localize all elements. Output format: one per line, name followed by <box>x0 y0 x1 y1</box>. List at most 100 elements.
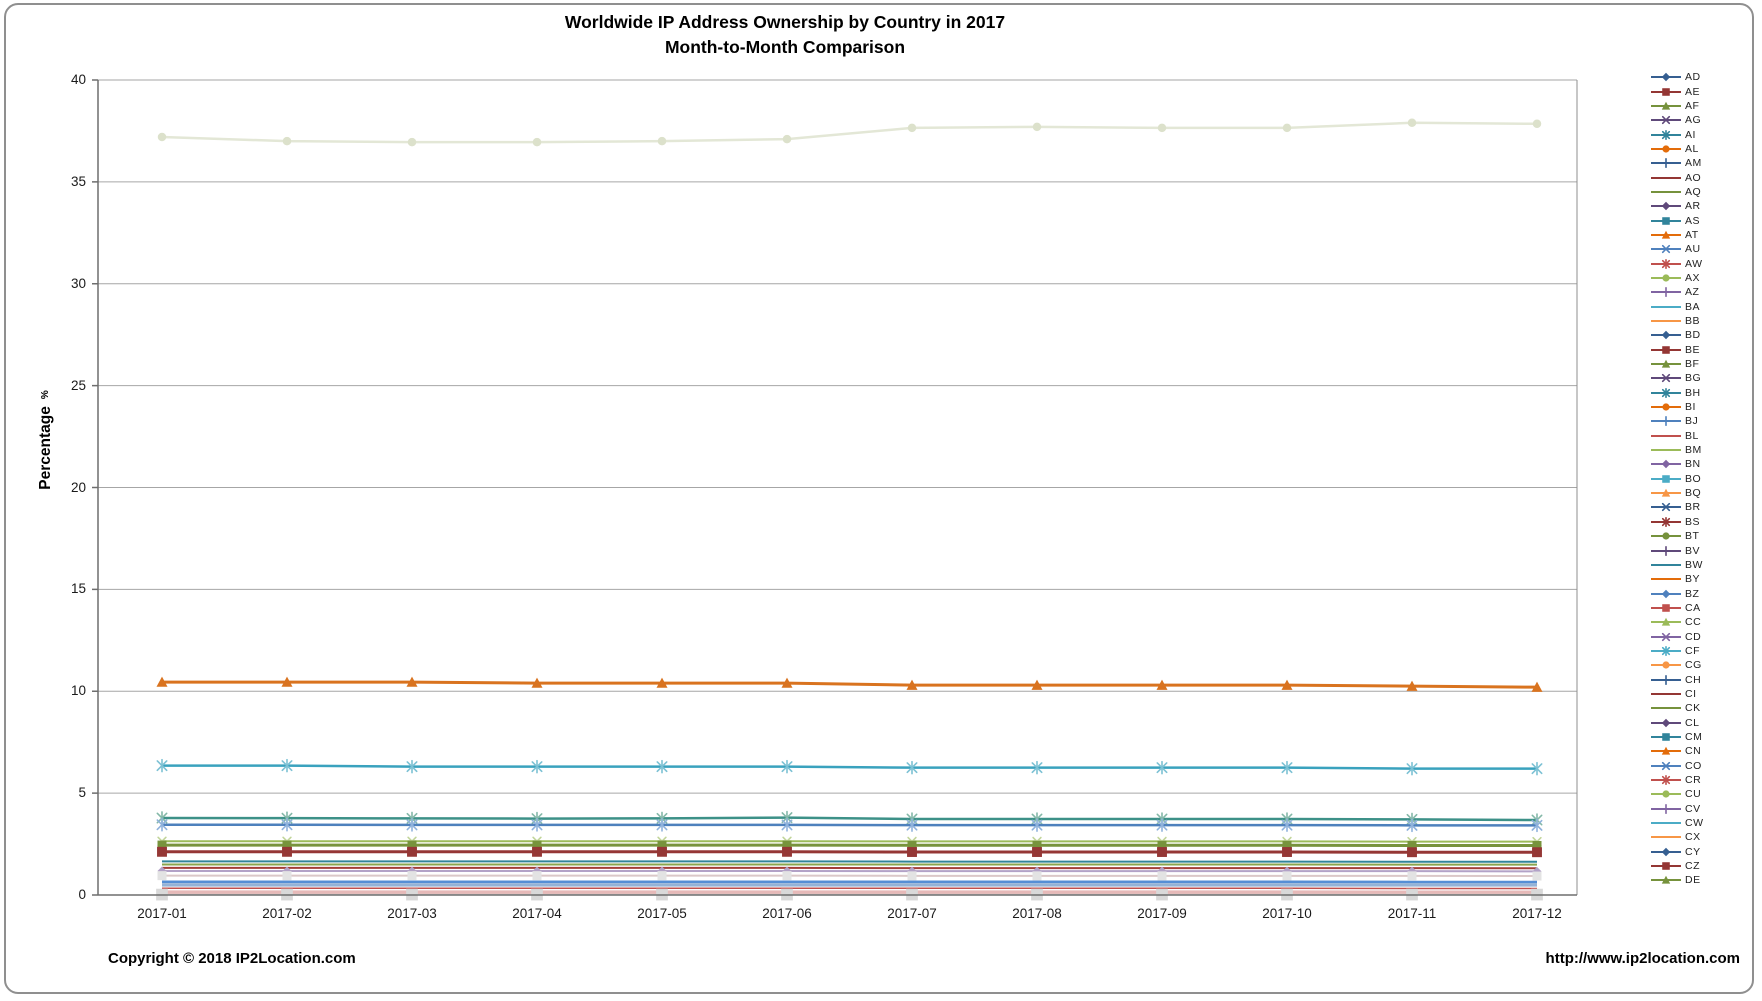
legend-label: CX <box>1685 831 1701 844</box>
legend-item-AW: AW <box>1651 256 1704 270</box>
legend-item-CY: CY <box>1651 845 1704 859</box>
legend-label: AI <box>1685 128 1696 141</box>
legend-marker-icon-none <box>1651 434 1681 437</box>
legend-label: AT <box>1685 228 1699 241</box>
legend-item-AT: AT <box>1651 228 1704 242</box>
legend-item-AZ: AZ <box>1651 285 1704 299</box>
y-tick-25: 25 <box>70 377 86 393</box>
legend-label: BH <box>1685 386 1701 399</box>
legend-label: CI <box>1685 687 1697 700</box>
legend-item-CW: CW <box>1651 816 1704 830</box>
legend-item-BJ: BJ <box>1651 414 1704 428</box>
legend-item-BL: BL <box>1651 429 1704 443</box>
legend-item-CN: CN <box>1651 744 1704 758</box>
legend-item-BD: BD <box>1651 328 1704 342</box>
legend-item-BO: BO <box>1651 472 1704 486</box>
legend-item-BN: BN <box>1651 457 1704 471</box>
legend-item-BM: BM <box>1651 443 1704 457</box>
legend-item-CO: CO <box>1651 759 1704 773</box>
legend-marker-icon-plus <box>1651 545 1681 556</box>
legend-marker-icon-triangle <box>1651 876 1681 884</box>
legend-label: BI <box>1685 401 1696 414</box>
legend-marker-icon-x <box>1651 374 1681 383</box>
legend-label: BQ <box>1685 487 1702 500</box>
legend-marker-icon-none <box>1651 563 1681 566</box>
legend-item-CX: CX <box>1651 830 1704 844</box>
legend-item-AG: AG <box>1651 113 1704 127</box>
series-markers-olive-square-line <box>157 840 1542 850</box>
legend-label: BR <box>1685 501 1701 514</box>
legend-item-CI: CI <box>1651 687 1704 701</box>
legend-item-CF: CF <box>1651 644 1704 658</box>
legend-marker-icon-none <box>1651 707 1681 710</box>
legend-item-BS: BS <box>1651 515 1704 529</box>
legend-marker-icon-plus <box>1651 803 1681 814</box>
legend-marker-icon-asterisk <box>1651 516 1681 527</box>
legend-item-AD: AD <box>1651 70 1704 84</box>
legend-item-BA: BA <box>1651 300 1704 314</box>
series-markers-pale-square-marker-line <box>157 871 1542 881</box>
legend-marker-icon-triangle <box>1651 618 1681 626</box>
legend: AD AE AF AG AI AL AM AO AQ AR AS AT AU AW AX AZ BA BB BD BE… <box>1651 70 1704 888</box>
y-tick-15: 15 <box>70 581 86 597</box>
legend-label: CR <box>1685 774 1702 787</box>
legend-label: DE <box>1685 874 1701 887</box>
x-tick-2017-07: 2017-07 <box>887 906 937 921</box>
legend-item-CA: CA <box>1651 601 1704 615</box>
legend-marker-icon-none <box>1651 692 1681 695</box>
legend-item-BW: BW <box>1651 558 1704 572</box>
legend-label: BF <box>1685 358 1700 371</box>
series-markers-dark-red-square-line <box>157 846 1542 858</box>
x-tick-2017-09: 2017-09 <box>1137 906 1187 921</box>
legend-label: CY <box>1685 845 1701 858</box>
legend-label: BE <box>1685 343 1701 356</box>
legend-item-BE: BE <box>1651 343 1704 357</box>
y-tick-30: 30 <box>70 275 86 291</box>
legend-marker-icon-none <box>1651 176 1681 179</box>
legend-marker-icon-triangle <box>1651 230 1681 239</box>
legend-label: BD <box>1685 329 1701 342</box>
legend-item-AE: AE <box>1651 84 1704 98</box>
legend-label: AX <box>1685 271 1701 284</box>
legend-item-BR: BR <box>1651 500 1704 514</box>
legend-label: BY <box>1685 573 1701 586</box>
legend-marker-icon-x <box>1651 116 1681 125</box>
x-tick-2017-04: 2017-04 <box>512 906 562 921</box>
legend-marker-icon-circle <box>1651 661 1681 669</box>
legend-item-AQ: AQ <box>1651 185 1704 199</box>
legend-label: AZ <box>1685 286 1700 299</box>
copyright-text: Copyright © 2018 IP2Location.com <box>108 950 356 967</box>
legend-item-BH: BH <box>1651 386 1704 400</box>
legend-label: CW <box>1685 817 1704 830</box>
x-tick-2017-05: 2017-05 <box>637 906 687 921</box>
legend-item-CV: CV <box>1651 802 1704 816</box>
legend-marker-icon-triangle <box>1651 101 1681 110</box>
legend-marker-icon-x <box>1651 503 1681 512</box>
legend-marker-icon-circle <box>1651 790 1681 798</box>
legend-marker-icon-circle <box>1651 403 1681 411</box>
legend-label: BG <box>1685 372 1702 385</box>
legend-marker-icon-plus <box>1651 416 1681 427</box>
legend-label: AE <box>1685 85 1701 98</box>
legend-label: BZ <box>1685 587 1700 600</box>
legend-label: BW <box>1685 558 1703 571</box>
y-tick-10: 10 <box>70 683 86 699</box>
x-tick-2017-02: 2017-02 <box>262 906 312 921</box>
y-tick-20: 20 <box>70 479 86 495</box>
legend-marker-icon-circle <box>1651 532 1681 540</box>
legend-marker-icon-square <box>1651 87 1681 96</box>
x-tick-2017-06: 2017-06 <box>762 906 812 921</box>
legend-marker-icon-asterisk <box>1651 387 1681 398</box>
legend-marker-icon-none <box>1651 836 1681 839</box>
legend-label: AM <box>1685 157 1702 170</box>
legend-item-CR: CR <box>1651 773 1704 787</box>
legend-label: BN <box>1685 458 1701 471</box>
x-tick-2017-03: 2017-03 <box>387 906 437 921</box>
legend-item-AF: AF <box>1651 99 1704 113</box>
legend-label: CZ <box>1685 860 1700 873</box>
legend-marker-icon-x <box>1651 761 1681 770</box>
legend-label: CG <box>1685 659 1702 672</box>
legend-label: BA <box>1685 300 1701 313</box>
chart-title: Worldwide IP Address Ownership by Countr… <box>0 10 1570 61</box>
